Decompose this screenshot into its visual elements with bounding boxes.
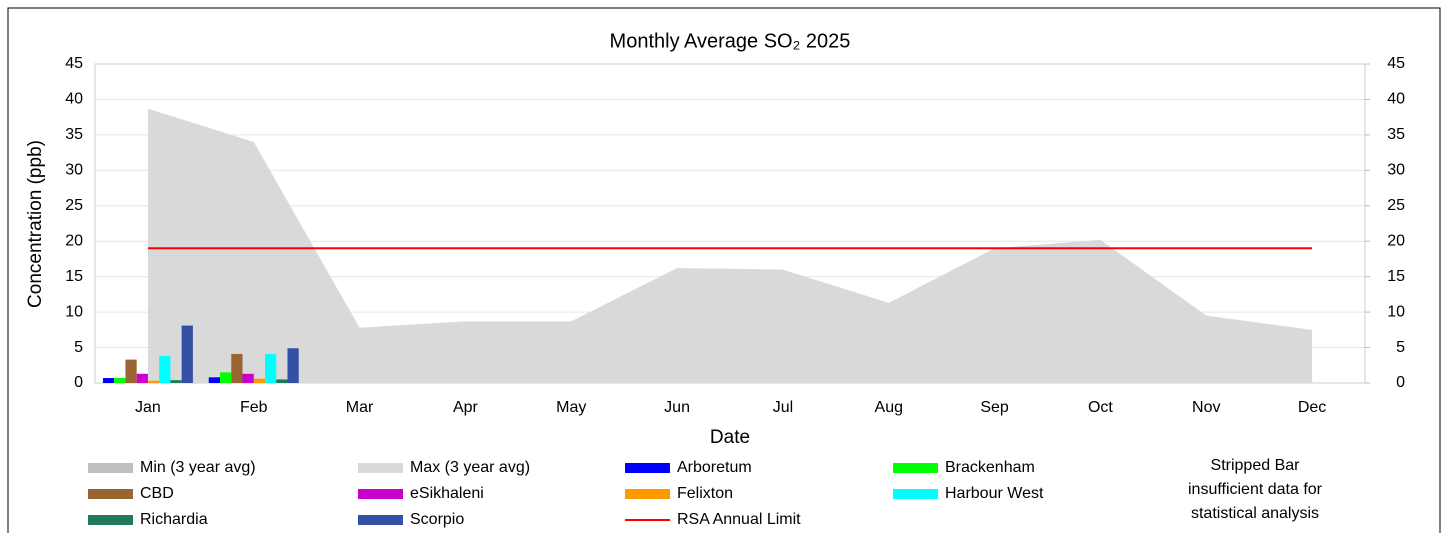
bar xyxy=(287,348,299,383)
x-tick-label: Sep xyxy=(980,399,1009,416)
legend-swatch xyxy=(358,515,403,525)
legend-label: Felixton xyxy=(677,485,733,502)
legend-label: Harbour West xyxy=(945,485,1044,502)
legend-swatch xyxy=(625,463,670,473)
y2-tick-label: 5 xyxy=(1396,339,1405,356)
y2-tick-label: 40 xyxy=(1387,91,1405,108)
y2-tick-label: 30 xyxy=(1387,162,1405,179)
legend-swatch xyxy=(358,489,403,499)
y2-tick-label: 10 xyxy=(1387,303,1405,320)
legend-swatch xyxy=(893,489,938,499)
y-axis-label: Concentration (ppb) xyxy=(25,140,46,308)
bar xyxy=(170,380,182,383)
y-tick-label: 0 xyxy=(74,374,83,391)
y-tick-label: 30 xyxy=(65,162,83,179)
y-tick-label: 45 xyxy=(65,55,83,72)
legend-swatch xyxy=(358,463,403,473)
legend-label: eSikhaleni xyxy=(410,485,484,502)
legend-label: RSA Annual Limit xyxy=(677,511,801,528)
x-tick-label: May xyxy=(556,399,586,416)
y-tick-label: 5 xyxy=(74,339,83,356)
note: statistical analysis xyxy=(1191,505,1319,522)
bar xyxy=(181,325,193,383)
y-tick-label: 20 xyxy=(65,232,83,249)
legend-label: Min (3 year avg) xyxy=(140,459,256,476)
y-tick-label: 10 xyxy=(65,303,83,320)
x-tick-label: Mar xyxy=(346,399,374,416)
y2-tick-label: 35 xyxy=(1387,126,1405,143)
legend-label: Brackenham xyxy=(945,459,1035,476)
y2-tick-label: 45 xyxy=(1387,55,1405,72)
x-tick-label: Dec xyxy=(1298,399,1326,416)
bar xyxy=(208,377,221,383)
legend-swatch xyxy=(893,463,938,473)
legend-swatch xyxy=(88,515,133,525)
legend-swatch xyxy=(88,463,133,473)
legend-label: Max (3 year avg) xyxy=(410,459,530,476)
legend-label: Scorpio xyxy=(410,511,464,528)
y-tick-label: 35 xyxy=(65,126,83,143)
x-tick-label: Apr xyxy=(453,399,479,416)
x-tick-label: Aug xyxy=(875,399,903,416)
bar xyxy=(253,378,265,383)
x-tick-label: Jul xyxy=(773,399,793,416)
legend-label: Richardia xyxy=(140,511,208,528)
bar xyxy=(147,380,160,383)
legend-swatch xyxy=(625,489,670,499)
y2-tick-label: 15 xyxy=(1387,268,1405,285)
x-tick-label: Feb xyxy=(240,399,268,416)
x-tick-label: Jan xyxy=(135,399,161,416)
area xyxy=(147,108,1313,383)
legend-swatch xyxy=(88,489,133,499)
bar xyxy=(242,373,254,383)
y-tick-label: 40 xyxy=(65,91,83,108)
bar xyxy=(264,353,277,383)
x-tick-label: Jun xyxy=(664,399,690,416)
y-tick-label: 25 xyxy=(65,197,83,214)
bar xyxy=(114,378,126,383)
legend-label: CBD xyxy=(140,485,174,502)
x-tick-label: Oct xyxy=(1088,399,1113,416)
bar xyxy=(125,359,137,383)
legend-label: Arboretum xyxy=(677,459,752,476)
x-axis-label: Date xyxy=(710,427,750,448)
y2-tick-label: 20 xyxy=(1387,232,1405,249)
bar xyxy=(102,378,115,383)
note: Stripped Bar xyxy=(1211,457,1301,474)
bar xyxy=(231,353,243,383)
y-tick-label: 15 xyxy=(65,268,83,285)
y2-tick-label: 0 xyxy=(1396,374,1405,391)
bar xyxy=(276,379,288,383)
chart-title: Monthly Average SO₂ 2025 xyxy=(610,30,851,52)
bar xyxy=(136,373,148,383)
bar xyxy=(159,356,171,383)
bar xyxy=(220,372,232,383)
x-tick-label: Nov xyxy=(1192,399,1220,416)
y2-tick-label: 25 xyxy=(1387,197,1405,214)
note: insufficient data for xyxy=(1188,481,1323,498)
